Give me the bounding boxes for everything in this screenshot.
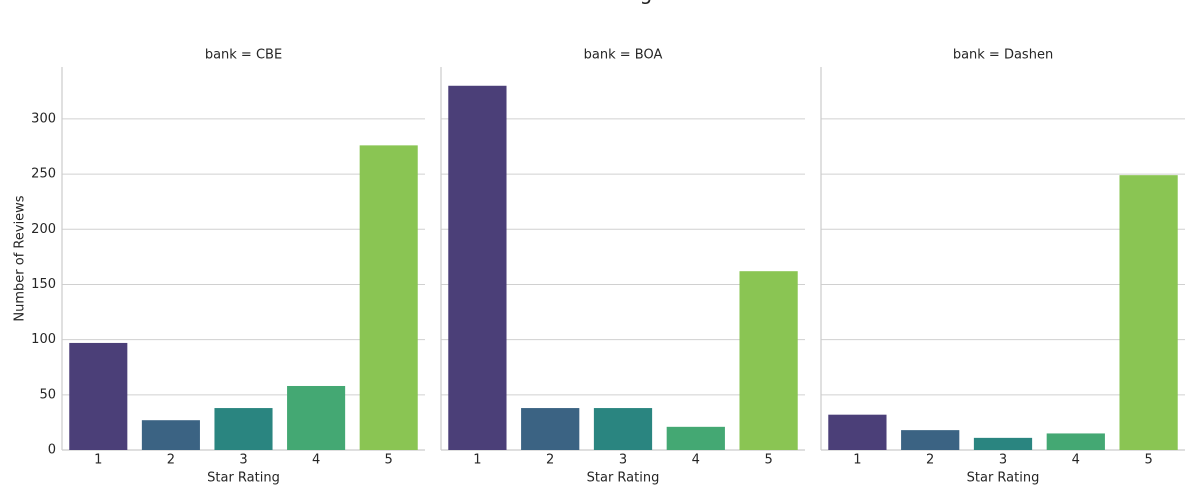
x-tick-label: 1 [473,453,481,468]
bar [1119,175,1178,450]
x-tick-label: 4 [692,453,700,468]
y-tick-label: 150 [31,277,56,292]
y-tick-label: 250 [31,167,56,182]
y-tick-label: 50 [39,387,56,402]
bar [1046,433,1105,450]
bar [287,385,346,450]
x-tick-label: 1 [94,453,102,468]
bar [593,408,653,450]
bar [666,426,725,450]
y-tick-label: 100 [31,332,56,347]
x-axis-label: Star Rating [207,471,280,486]
bar [214,408,273,450]
figure-title: Distribution of Star Ratings for Each Ba… [392,0,809,5]
y-tick-label: 0 [48,443,56,458]
x-tick-label: 2 [167,453,175,468]
bar [739,271,798,450]
x-tick-label: 3 [999,453,1007,468]
x-tick-label: 5 [1144,453,1152,468]
x-tick-label: 5 [764,453,772,468]
x-tick-label: 5 [385,453,393,468]
bar [69,342,128,450]
x-tick-label: 4 [312,453,320,468]
x-tick-label: 2 [926,453,934,468]
x-tick-label: 3 [239,453,247,468]
bar [359,145,418,450]
bar [521,408,580,450]
bar [448,85,507,451]
y-tick-label: 300 [31,111,56,126]
x-tick-label: 4 [1072,453,1080,468]
x-tick-label: 3 [619,453,627,468]
x-tick-label: 2 [546,453,554,468]
x-tick-label: 1 [853,453,861,468]
panel-title: bank = BOA [584,48,663,63]
bar [141,420,200,450]
panel-title: bank = Dashen [953,48,1053,63]
bar [901,430,960,450]
x-axis-label: Star Rating [587,471,660,486]
y-axis-label: Number of Reviews [13,195,28,321]
panel-title: bank = CBE [205,48,282,63]
x-axis-label: Star Rating [967,471,1040,486]
bar [973,437,1033,450]
y-tick-label: 200 [31,222,56,237]
bar [828,414,887,450]
